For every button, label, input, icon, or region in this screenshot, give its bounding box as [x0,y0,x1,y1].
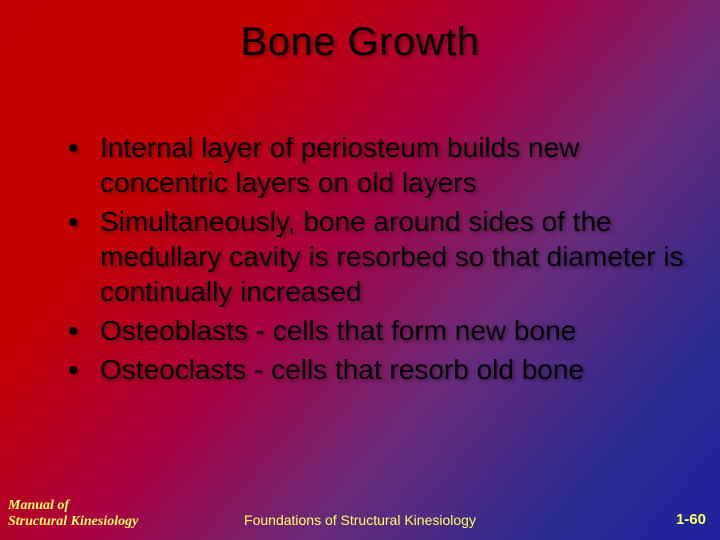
bullet-item: Osteoclasts - cells that resorb old bone [60,352,690,387]
bullet-item: Internal layer of periosteum builds new … [60,130,690,200]
footer-right-page-number: 1-60 [676,511,706,528]
slide: Bone Growth Internal layer of periosteum… [0,0,720,540]
bullet-item: Osteoblasts - cells that form new bone [60,313,690,348]
footer-center: Foundations of Structural Kinesiology [0,512,720,528]
bullet-item: Simultaneously, bone around sides of the… [60,204,690,309]
slide-title: Bone Growth [0,20,720,65]
bullet-list: Internal layer of periosteum builds new … [60,130,690,391]
